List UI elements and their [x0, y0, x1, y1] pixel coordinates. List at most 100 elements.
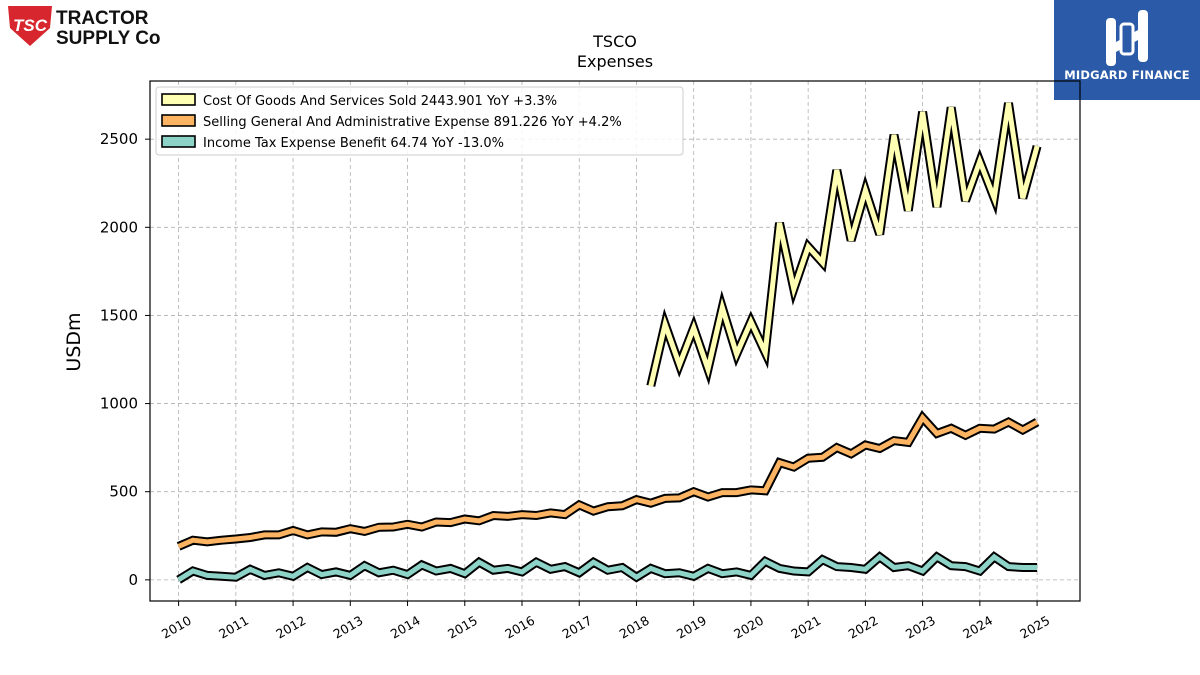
y-axis-label: USDm: [63, 312, 85, 371]
series-line-1: [177, 413, 1039, 549]
data-point-1: [851, 453, 852, 454]
data-point-1: [207, 541, 208, 542]
data-point-2: [235, 577, 236, 578]
data-point-0: [908, 210, 909, 211]
data-point-2: [507, 568, 508, 569]
data-point-1: [264, 534, 265, 535]
data-point-2: [607, 570, 608, 571]
data-point-1: [822, 457, 823, 458]
data-point-1: [464, 519, 465, 520]
x-tick-label: 2021: [788, 613, 823, 642]
data-point-2: [464, 573, 465, 574]
data-point-2: [407, 574, 408, 575]
data-point-0: [894, 134, 895, 135]
data-point-2: [421, 564, 422, 565]
data-point-1: [679, 497, 680, 498]
series-line-2: [177, 553, 1038, 582]
data-point-2: [865, 569, 866, 570]
data-point-2: [522, 571, 523, 572]
x-tick-label: 2012: [273, 613, 308, 642]
data-point-2: [951, 565, 952, 566]
logo-line-2: SUPPLY Co: [56, 28, 161, 48]
data-point-0: [922, 111, 923, 112]
legend-swatch-2: [161, 135, 196, 148]
data-point-1: [564, 514, 565, 515]
data-point-2: [822, 559, 823, 560]
data-point-2: [364, 565, 365, 566]
data-point-2: [1008, 566, 1009, 567]
data-point-2: [779, 568, 780, 569]
legend-entry-2: Income Tax Expense Benefit 64.74 YoY -13…: [203, 136, 504, 151]
data-point-2: [922, 571, 923, 572]
midgard-brand-text: MIDGARD FINANCE: [1064, 68, 1190, 82]
data-point-2: [550, 569, 551, 570]
data-point-2: [350, 575, 351, 576]
data-point-2: [836, 566, 837, 567]
data-point-1: [1037, 422, 1038, 423]
data-point-0: [836, 170, 837, 171]
data-point-1: [894, 440, 895, 441]
data-point-1: [178, 546, 179, 547]
data-point-0: [765, 352, 766, 353]
data-point-1: [793, 467, 794, 468]
data-point-0: [808, 246, 809, 247]
data-point-0: [951, 107, 952, 108]
data-point-1: [736, 492, 737, 493]
data-point-1: [235, 539, 236, 540]
data-point-1: [393, 527, 394, 528]
x-tick-label: 2016: [502, 613, 537, 642]
data-point-2: [336, 571, 337, 572]
data-point-1: [979, 428, 980, 429]
x-axis-ticks: 2010 2011 2012 2013 2014 2015 2016 2017 2018 2019…: [159, 601, 1052, 642]
data-point-1: [722, 492, 723, 493]
data-point-0: [722, 307, 723, 308]
data-point-1: [522, 514, 523, 515]
data-point-1: [321, 531, 322, 532]
legend: Cost Of Goods And Services Sold 2443.901…: [155, 86, 684, 156]
x-tick-label: 2020: [731, 613, 766, 642]
x-tick-label: 2018: [617, 613, 652, 642]
data-point-2: [808, 571, 809, 572]
data-point-2: [536, 562, 537, 563]
y-tick-label: 0: [128, 571, 138, 589]
data-point-2: [894, 567, 895, 568]
data-point-2: [436, 571, 437, 572]
data-point-1: [307, 534, 308, 535]
data-point-1: [607, 506, 608, 507]
data-point-1: [965, 435, 966, 436]
legend-entry-1: Selling General And Administrative Expen…: [203, 115, 622, 130]
data-point-1: [579, 504, 580, 505]
data-point-0: [650, 385, 651, 386]
data-point-1: [765, 490, 766, 491]
data-point-2: [994, 556, 995, 557]
data-point-0: [665, 324, 666, 325]
data-point-0: [793, 289, 794, 290]
data-point-1: [650, 503, 651, 504]
data-point-1: [336, 532, 337, 533]
data-point-2: [665, 573, 666, 574]
x-tick-label: 2014: [388, 613, 423, 642]
data-point-2: [278, 572, 279, 573]
data-point-2: [693, 576, 694, 577]
data-point-2: [936, 556, 937, 557]
midgard-finance-logo: MIDGARD FINANCE: [1054, 0, 1200, 100]
data-point-2: [908, 565, 909, 566]
y-tick-label: 500: [109, 483, 138, 501]
y-tick-label: 2500: [100, 130, 138, 148]
data-point-2: [765, 561, 766, 562]
x-tick-label: 2019: [674, 613, 709, 642]
data-point-1: [779, 462, 780, 463]
data-point-2: [564, 566, 565, 567]
data-point-2: [207, 575, 208, 576]
data-point-1: [493, 515, 494, 516]
tsc-badge-text: TSC: [13, 16, 48, 35]
data-point-2: [1022, 567, 1023, 568]
data-point-1: [293, 530, 294, 531]
data-point-2: [579, 572, 580, 573]
x-tick-label: 2015: [445, 613, 480, 642]
series-outline-1: [176, 410, 1040, 551]
data-point-2: [965, 566, 966, 567]
data-point-2: [736, 571, 737, 572]
x-tick-label: 2010: [159, 613, 194, 642]
